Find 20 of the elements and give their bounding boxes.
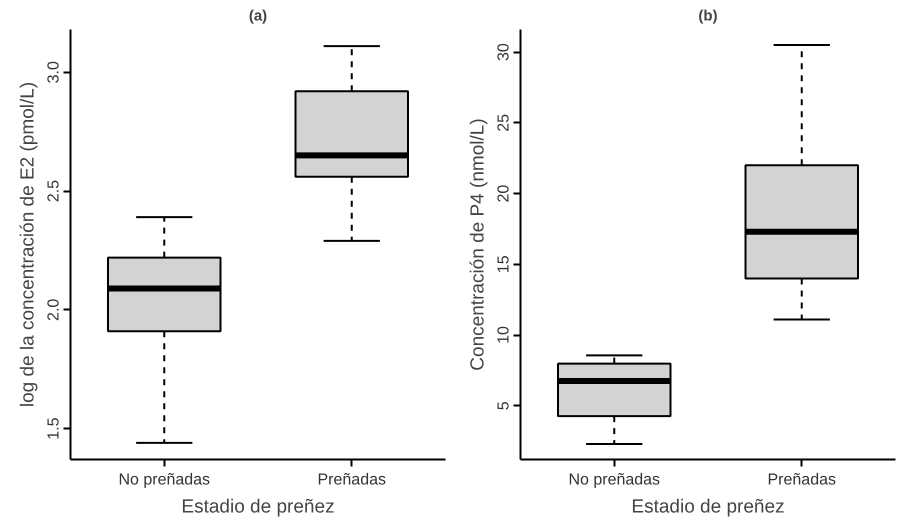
y-tick-label: 2.5: [46, 180, 62, 202]
y-tick-label: 5: [496, 401, 512, 410]
chart-title: (b): [698, 8, 718, 24]
y-tick-label: 15: [496, 255, 512, 274]
x-tick-label: No preñadas: [118, 472, 210, 488]
y-tick-label: 30: [496, 43, 512, 62]
y-tick-label: 20: [496, 184, 512, 202]
x-axis-title: Estadio de preñez: [181, 496, 335, 518]
y-axis-title: log de la concentración de E2 (pmol/L): [18, 82, 38, 408]
y-tick-label: 25: [496, 114, 512, 132]
x-tick-label: No preñadas: [568, 472, 660, 488]
x-tick-label: Preñadas: [318, 472, 386, 488]
y-tick-label: 10: [496, 326, 512, 344]
y-axis-title: Concentración de P4 (nmol/L): [468, 118, 488, 371]
y-tick-label: 2.0: [46, 298, 62, 321]
chart-title: (a): [248, 8, 268, 24]
y-tick-label: 3.0: [46, 61, 62, 84]
y-tick-label: 1.5: [46, 417, 62, 440]
x-tick-label: Preñadas: [768, 472, 836, 488]
x-axis-title: Estadio de preñez: [631, 496, 785, 518]
